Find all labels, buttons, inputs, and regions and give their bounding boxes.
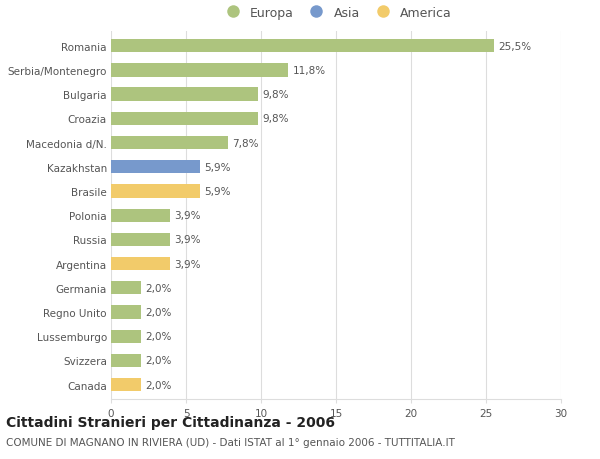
Bar	[111, 88, 258, 101]
Text: 2,0%: 2,0%	[146, 331, 172, 341]
Text: 7,8%: 7,8%	[233, 138, 259, 148]
Bar	[111, 281, 141, 295]
Text: 2,0%: 2,0%	[146, 308, 172, 317]
Text: 2,0%: 2,0%	[146, 283, 172, 293]
Bar	[111, 354, 141, 367]
Bar	[111, 185, 199, 198]
Bar	[111, 40, 493, 53]
Bar	[111, 209, 170, 222]
Text: Cittadini Stranieri per Cittadinanza - 2006: Cittadini Stranieri per Cittadinanza - 2…	[6, 415, 335, 429]
Bar	[111, 378, 141, 392]
Text: 9,8%: 9,8%	[263, 114, 289, 124]
Text: 2,0%: 2,0%	[146, 356, 172, 366]
Text: 2,0%: 2,0%	[146, 380, 172, 390]
Bar	[111, 161, 199, 174]
Text: 5,9%: 5,9%	[204, 186, 230, 196]
Text: 5,9%: 5,9%	[204, 162, 230, 173]
Legend: Europa, Asia, America: Europa, Asia, America	[218, 4, 454, 22]
Text: 25,5%: 25,5%	[498, 42, 531, 51]
Text: 3,9%: 3,9%	[174, 235, 200, 245]
Bar	[111, 257, 170, 271]
Text: COMUNE DI MAGNANO IN RIVIERA (UD) - Dati ISTAT al 1° gennaio 2006 - TUTTITALIA.I: COMUNE DI MAGNANO IN RIVIERA (UD) - Dati…	[6, 437, 455, 447]
Bar	[111, 233, 170, 246]
Bar	[111, 112, 258, 126]
Bar	[111, 137, 228, 150]
Bar	[111, 64, 288, 78]
Text: 3,9%: 3,9%	[174, 259, 200, 269]
Bar	[111, 306, 141, 319]
Text: 9,8%: 9,8%	[263, 90, 289, 100]
Text: 3,9%: 3,9%	[174, 211, 200, 221]
Bar	[111, 330, 141, 343]
Text: 11,8%: 11,8%	[293, 66, 326, 76]
